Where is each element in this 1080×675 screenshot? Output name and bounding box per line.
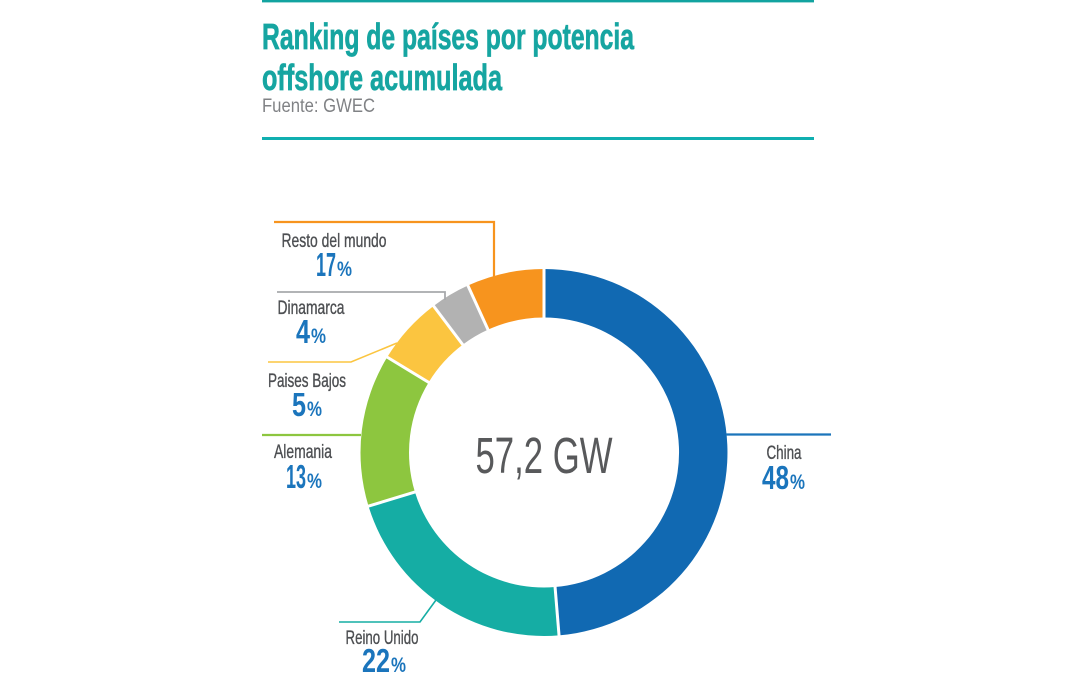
svg-text:offshore acumulada: offshore acumulada (262, 57, 502, 98)
svg-text:Paises Bajos: Paises Bajos (268, 371, 346, 392)
svg-text:China: China (767, 443, 802, 464)
svg-text:22: 22 (362, 642, 390, 675)
svg-text:17: 17 (316, 246, 336, 283)
svg-text:%: % (307, 470, 322, 493)
svg-text:Ranking de países por potencia: Ranking de países por potencia (262, 16, 634, 57)
svg-text:Reino Unido: Reino Unido (346, 628, 419, 649)
svg-text:13: 13 (286, 458, 306, 495)
svg-text:Alemania: Alemania (274, 442, 332, 463)
svg-text:Fuente: GWEC: Fuente: GWEC (262, 95, 375, 117)
svg-text:%: % (307, 398, 322, 421)
svg-text:%: % (391, 654, 406, 675)
svg-text:48: 48 (762, 459, 789, 496)
svg-text:57,2 GW: 57,2 GW (476, 427, 613, 484)
svg-text:5: 5 (292, 386, 306, 423)
svg-text:%: % (337, 258, 352, 281)
svg-text:%: % (790, 471, 805, 494)
svg-text:%: % (311, 325, 326, 348)
svg-text:Resto del mundo: Resto del mundo (282, 231, 387, 252)
svg-text:4: 4 (296, 313, 310, 350)
svg-text:Dinamarca: Dinamarca (278, 298, 345, 319)
